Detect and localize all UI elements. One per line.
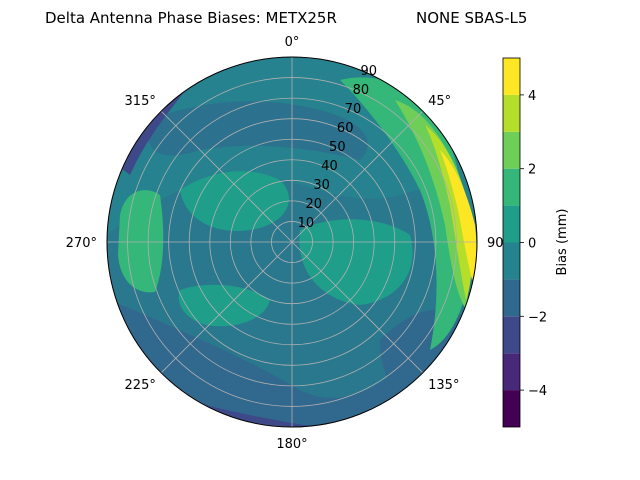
polar-frame [106, 56, 478, 428]
angular-tick-label: 270° [66, 236, 97, 251]
colorbar-block [503, 205, 520, 243]
radial-tick-labels: 10 20 30 40 50 60 70 80 90 [298, 64, 377, 231]
angular-tick-label: 90 [487, 236, 504, 251]
angular-grid-line-135 [291, 241, 424, 374]
colorbar-tick-label: 2 [528, 163, 536, 178]
angular-tick-labels: 0° 45° 90 135° 180° 225° 270° 315° [66, 35, 504, 452]
colorbar-tick-label: 4 [528, 89, 536, 104]
radial-tick-label: 40 [321, 159, 338, 174]
radial-tick-label: 30 [313, 178, 330, 193]
contour-region-ne-2 [395, 100, 470, 310]
colorbar-block [503, 58, 520, 95]
angular-tick-label: 45° [428, 94, 451, 109]
colorbar-block [503, 94, 520, 132]
colorbar-label: Bias (mm) [555, 209, 570, 276]
angular-tick-label: 0° [285, 35, 300, 50]
colorbar-block [503, 131, 520, 169]
angular-grid-line-225 [160, 241, 293, 374]
colorbar-tick-label: −2 [528, 310, 547, 325]
angular-tick-label: 225° [125, 378, 156, 393]
angular-tick-label: 135° [428, 378, 459, 393]
radial-tick-label: 70 [345, 102, 362, 117]
angular-grid [107, 57, 477, 427]
contour-region-ne-4 [440, 150, 477, 280]
contour-region-ne-3 [425, 125, 473, 300]
radial-tick-label: 20 [305, 197, 322, 212]
angular-grid-line-315 [160, 110, 293, 243]
colorbar-block [503, 279, 520, 317]
colorbar-block [503, 390, 520, 427]
colorbar-blocks [503, 58, 520, 427]
radial-tick-label: 80 [353, 83, 370, 98]
colorbar-block [503, 316, 520, 354]
chart-title: Delta Antenna Phase Biases: METX25R [45, 9, 337, 27]
contour-region-north [148, 101, 368, 160]
polar-plot-area: 10 20 30 40 50 60 70 80 90 0° 45° 90 135° 180° 225° 27… [66, 35, 504, 452]
contour-region-center-nw [180, 171, 289, 231]
colorbar-tick-label: 0 [528, 237, 536, 252]
contour-region-center-sw [178, 284, 270, 327]
contour-region-center-e [299, 219, 413, 305]
radial-tick-label: 50 [329, 140, 346, 155]
colorbar-ticks: −4 −2 0 2 4 [520, 89, 547, 399]
radial-tick-label: 90 [361, 64, 378, 79]
radial-tick-label: 10 [298, 216, 315, 231]
colorbar-block [503, 242, 520, 280]
angular-tick-label: 180° [276, 437, 307, 452]
colorbar-tick-label: −4 [528, 384, 547, 399]
chart-subtitle: NONE SBAS-L5 [416, 9, 527, 27]
colorbar: −4 −2 0 2 4 Bias (mm) [502, 57, 570, 428]
colorbar-block [503, 353, 520, 391]
angular-grid-line-45 [291, 110, 424, 243]
contour-region-west [118, 190, 164, 293]
angular-tick-label: 315° [125, 94, 156, 109]
radial-tick-label: 60 [337, 121, 354, 136]
colorbar-block [503, 168, 520, 206]
